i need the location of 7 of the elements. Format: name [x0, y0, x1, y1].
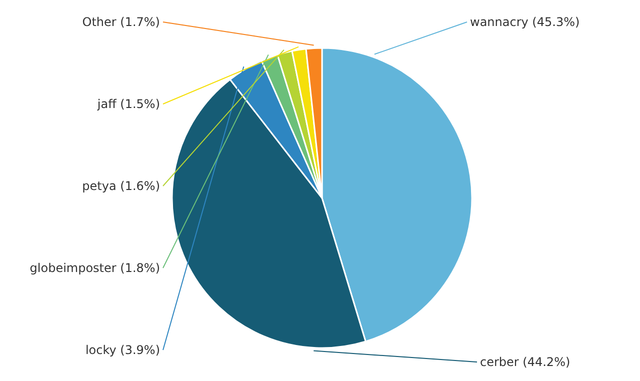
- slice-label: wannacry (45.3%): [470, 15, 580, 29]
- slice-label: Other (1.7%): [82, 15, 160, 29]
- slice-label: locky (3.9%): [85, 343, 160, 357]
- slice-label: jaff (1.5%): [96, 97, 160, 111]
- slice-label: petya (1.6%): [82, 179, 160, 193]
- slice-label: cerber (44.2%): [480, 355, 570, 369]
- slice-label: globeimposter (1.8%): [30, 261, 160, 275]
